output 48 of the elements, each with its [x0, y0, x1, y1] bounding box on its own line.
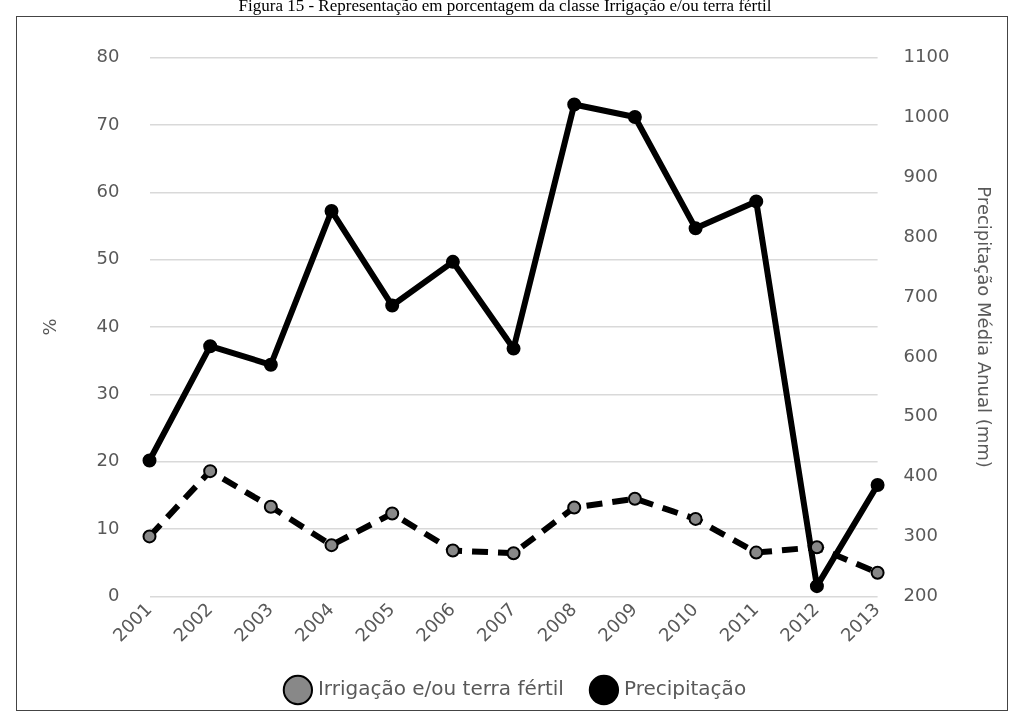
y2-tick-label: 200 [903, 584, 938, 606]
point [445, 254, 460, 269]
point [142, 529, 157, 544]
legend-label: Precipitação [623, 676, 747, 701]
point [749, 545, 764, 560]
point [445, 543, 460, 558]
y-tick-label: 50 [96, 247, 120, 269]
point [567, 500, 582, 515]
y-axis-title: % [39, 318, 61, 336]
y-tick-label: 10 [96, 516, 120, 538]
y2-tick-label: 600 [903, 344, 938, 366]
y-tick-label: 70 [96, 112, 120, 134]
point [203, 339, 218, 354]
y-tick-label: 20 [96, 449, 120, 471]
point [324, 203, 339, 218]
y-tick-label: 30 [96, 382, 120, 404]
y2-tick-label: 900 [903, 165, 938, 187]
point [688, 511, 703, 526]
y2-tick-label: 300 [903, 524, 938, 546]
point [688, 221, 703, 236]
y-tick-label: 40 [96, 314, 120, 336]
point [749, 194, 764, 209]
point [809, 579, 824, 594]
point [385, 506, 400, 521]
y2-tick-label: 500 [903, 404, 938, 426]
point [567, 97, 582, 112]
y-tick-label: 0 [108, 584, 120, 606]
point [385, 298, 400, 313]
y2-tick-label: 1100 [903, 45, 950, 67]
point [506, 546, 521, 561]
y-tick-label: 60 [96, 180, 120, 202]
point [627, 110, 642, 125]
point [324, 538, 339, 553]
y2-axis-title: Precipitação Média Anual (mm) [973, 186, 995, 468]
point [870, 478, 885, 493]
point [142, 453, 157, 468]
y2-tick-label: 1000 [903, 105, 950, 127]
y2-tick-label: 700 [903, 284, 938, 306]
point [870, 565, 885, 580]
point [627, 491, 642, 506]
point [263, 357, 278, 372]
y2-tick-label: 400 [903, 464, 938, 486]
y2-tick-label: 800 [903, 224, 938, 246]
point [263, 499, 278, 514]
legend-label: Irrigação e/ou terra fértil [317, 676, 564, 701]
point [506, 341, 521, 356]
point [203, 464, 218, 479]
y-tick-label: 80 [96, 45, 120, 67]
